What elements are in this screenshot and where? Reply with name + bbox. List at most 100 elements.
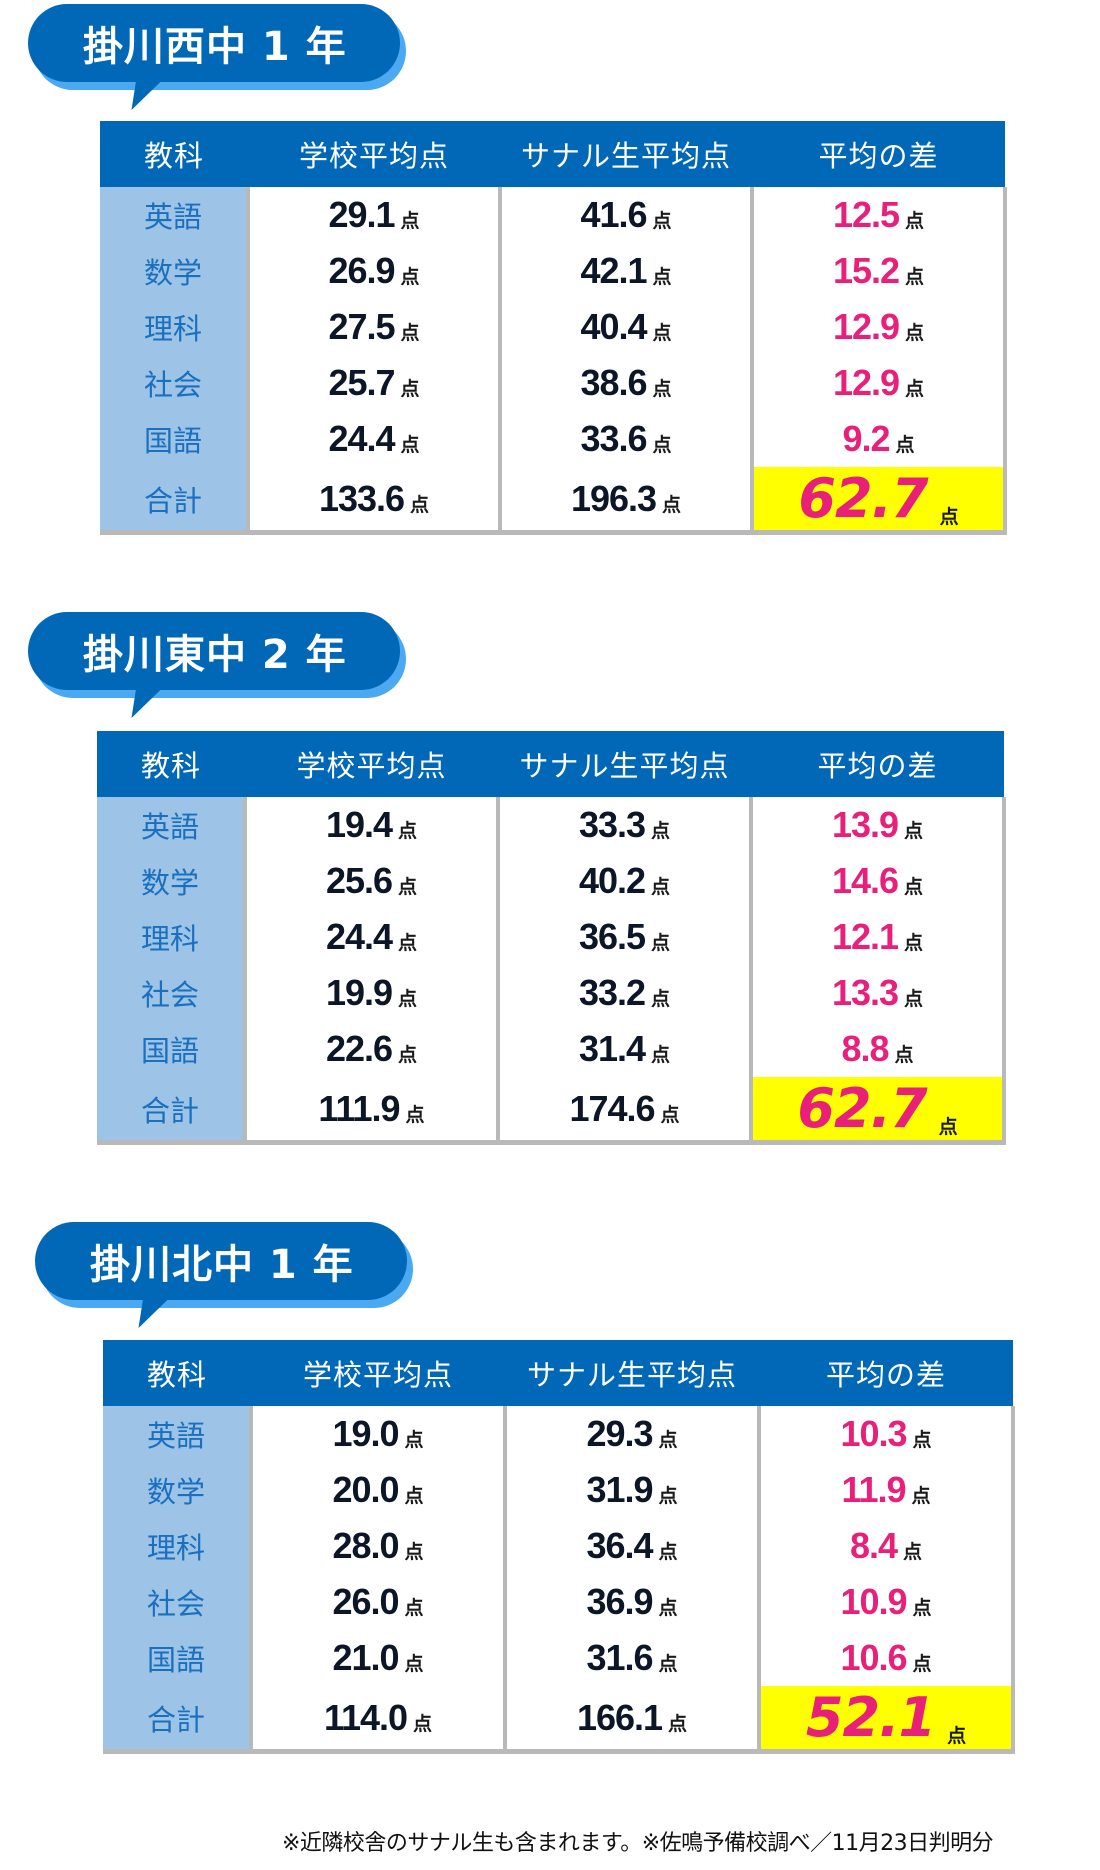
subject-cell: 合計	[100, 467, 248, 535]
difference-cell: 12.1 点	[749, 909, 1006, 965]
column-header: 教科	[100, 121, 248, 187]
subject-cell: 数学	[100, 243, 248, 299]
school-total-cell: 114.0 点	[249, 1686, 505, 1754]
column-header: サナル生平均点	[505, 1340, 759, 1406]
difference-cell: 10.3 点	[757, 1406, 1015, 1462]
column-header: 学校平均点	[245, 731, 498, 797]
sanaru-average-cell: 33.2 点	[496, 965, 751, 1021]
table-row: 数学 26.9 点 42.1 点 15.2 点	[100, 243, 1007, 299]
school-average-cell: 24.4 点	[243, 909, 498, 965]
sanaru-total-cell: 174.6 点	[496, 1077, 751, 1145]
total-row: 合計 111.9 点 174.6 点 62.7 点	[97, 1077, 1006, 1145]
total-row: 合計 133.6 点 196.3 点 62.7 点	[100, 467, 1007, 535]
difference-cell: 11.9 点	[757, 1462, 1015, 1518]
school-average-cell: 25.6 点	[243, 853, 498, 909]
school-average-cell: 26.9 点	[246, 243, 500, 299]
section-title-bubble: 掛川東中 2 年	[28, 612, 400, 718]
total-difference-highlight: 62.7 点	[750, 467, 1007, 535]
column-header: サナル生平均点	[498, 731, 751, 797]
sanaru-average-cell: 40.2 点	[496, 853, 751, 909]
section-title: 掛川北中 1 年	[90, 1242, 354, 1288]
column-header: サナル生平均点	[500, 121, 752, 187]
table-row: 英語 19.4 点 33.3 点 13.9 点	[97, 797, 1006, 853]
subject-cell: 国語	[103, 1630, 251, 1686]
table-header-row: 教科 学校平均点 サナル生平均点 平均の差	[103, 1340, 1013, 1406]
sanaru-average-cell: 33.6 点	[498, 411, 752, 467]
speech-tail-icon	[119, 78, 165, 110]
difference-cell: 13.3 点	[749, 965, 1006, 1021]
subject-cell: 国語	[97, 1021, 245, 1077]
school-total-cell: 111.9 点	[243, 1077, 498, 1145]
subject-cell: 英語	[100, 187, 248, 243]
sanaru-average-cell: 31.9 点	[503, 1462, 759, 1518]
table-row: 理科 28.0 点 36.4 点 8.4 点	[103, 1518, 1015, 1574]
sanaru-average-cell: 36.9 点	[503, 1574, 759, 1630]
score-table: 教科 学校平均点 サナル生平均点 平均の差 英語 29.1 点 41.6 点 12.…	[100, 121, 1007, 535]
school-average-cell: 29.1 点	[246, 187, 500, 243]
difference-cell: 14.6 点	[749, 853, 1006, 909]
sanaru-average-cell: 29.3 点	[503, 1406, 759, 1462]
sanaru-average-cell: 40.4 点	[498, 299, 752, 355]
table-row: 国語 24.4 点 33.6 点 9.2 点	[100, 411, 1007, 467]
sanaru-average-cell: 36.4 点	[503, 1518, 759, 1574]
difference-cell: 8.4 点	[757, 1518, 1015, 1574]
school-average-cell: 25.7 点	[246, 355, 500, 411]
subject-cell: 英語	[97, 797, 245, 853]
difference-cell: 8.8 点	[749, 1021, 1006, 1077]
subject-cell: 英語	[103, 1406, 251, 1462]
difference-cell: 12.9 点	[750, 299, 1007, 355]
table-row: 理科 27.5 点 40.4 点 12.9 点	[100, 299, 1007, 355]
subject-cell: 社会	[100, 355, 248, 411]
subject-cell: 理科	[103, 1518, 251, 1574]
table-row: 英語 19.0 点 29.3 点 10.3 点	[103, 1406, 1015, 1462]
difference-cell: 10.6 点	[757, 1630, 1015, 1686]
subject-cell: 社会	[103, 1574, 251, 1630]
difference-cell: 12.9 点	[750, 355, 1007, 411]
table-row: 英語 29.1 点 41.6 点 12.5 点	[100, 187, 1007, 243]
table-row: 理科 24.4 点 36.5 点 12.1 点	[97, 909, 1006, 965]
subject-cell: 理科	[97, 909, 245, 965]
table-row: 数学 25.6 点 40.2 点 14.6 点	[97, 853, 1006, 909]
section-title-bubble: 掛川北中 1 年	[35, 1222, 407, 1328]
difference-cell: 12.5 点	[750, 187, 1007, 243]
sanaru-average-cell: 33.3 点	[496, 797, 751, 853]
section-title: 掛川東中 2 年	[83, 632, 347, 678]
total-row: 合計 114.0 点 166.1 点 52.1 点	[103, 1686, 1015, 1754]
table-row: 社会 25.7 点 38.6 点 12.9 点	[100, 355, 1007, 411]
footnote: ※近隣校舎のサナル生も含まれます。※佐鳴予備校調べ／11月23日判明分	[282, 1831, 994, 1856]
difference-cell: 13.9 点	[749, 797, 1006, 853]
subject-cell: 数学	[103, 1462, 251, 1518]
subject-cell: 合計	[103, 1686, 251, 1754]
school-average-cell: 27.5 点	[246, 299, 500, 355]
school-total-cell: 133.6 点	[246, 467, 500, 535]
table-header-row: 教科 学校平均点 サナル生平均点 平均の差	[97, 731, 1004, 797]
school-average-cell: 28.0 点	[249, 1518, 505, 1574]
subject-cell: 国語	[100, 411, 248, 467]
total-difference-highlight: 62.7 点	[749, 1077, 1006, 1145]
table-row: 数学 20.0 点 31.9 点 11.9 点	[103, 1462, 1015, 1518]
school-average-cell: 20.0 点	[249, 1462, 505, 1518]
table-row: 社会 19.9 点 33.2 点 13.3 点	[97, 965, 1006, 1021]
column-header: 平均の差	[759, 1340, 1013, 1406]
sanaru-total-cell: 166.1 点	[503, 1686, 759, 1754]
score-table: 教科 学校平均点 サナル生平均点 平均の差 英語 19.0 点 29.3 点 10.…	[103, 1340, 1015, 1754]
school-average-cell: 24.4 点	[246, 411, 500, 467]
school-average-cell: 26.0 点	[249, 1574, 505, 1630]
column-header: 学校平均点	[251, 1340, 505, 1406]
column-header: 平均の差	[752, 121, 1005, 187]
sanaru-average-cell: 41.6 点	[498, 187, 752, 243]
speech-tail-icon	[119, 686, 165, 718]
sanaru-average-cell: 42.1 点	[498, 243, 752, 299]
subject-cell: 数学	[97, 853, 245, 909]
total-difference-highlight: 52.1 点	[757, 1686, 1015, 1754]
sanaru-average-cell: 31.6 点	[503, 1630, 759, 1686]
subject-cell: 理科	[100, 299, 248, 355]
school-average-cell: 21.0 点	[249, 1630, 505, 1686]
score-table: 教科 学校平均点 サナル生平均点 平均の差 英語 19.4 点 33.3 点 13.…	[97, 731, 1006, 1145]
school-average-cell: 19.0 点	[249, 1406, 505, 1462]
sanaru-average-cell: 36.5 点	[496, 909, 751, 965]
table-row: 社会 26.0 点 36.9 点 10.9 点	[103, 1574, 1015, 1630]
school-average-cell: 19.4 点	[243, 797, 498, 853]
subject-cell: 社会	[97, 965, 245, 1021]
column-header: 教科	[103, 1340, 251, 1406]
